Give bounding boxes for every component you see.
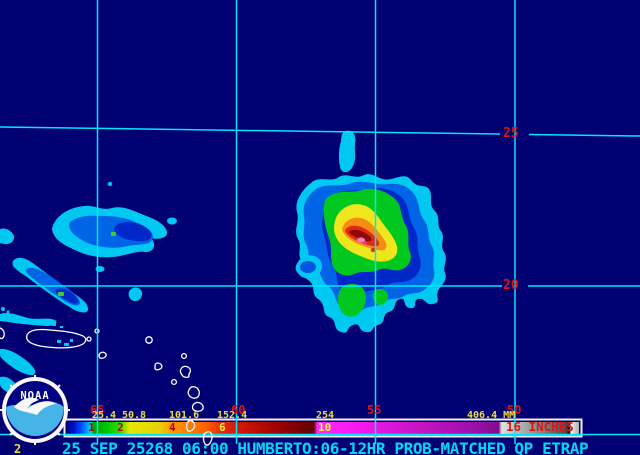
storm-dark-red	[348, 229, 372, 242]
noaa-logo: NOAA	[0, 375, 70, 445]
blob-left-lower-1	[0, 348, 36, 376]
lon-label-50: 50	[507, 403, 522, 417]
blob-speck-h	[107, 181, 113, 187]
storm-red-speck	[370, 247, 376, 253]
blob-west-detached-dot	[167, 217, 177, 225]
grid-layer	[0, 0, 640, 444]
precipitation-layer	[0, 130, 446, 395]
logo-noaa-text: NOAA	[20, 390, 49, 402]
blob-west-green-dot	[111, 232, 116, 236]
coast-island-stlucia	[202, 431, 213, 446]
storm-main-cyan	[338, 130, 356, 173]
lat-label-25: 25	[503, 126, 519, 141]
coast-left-edge	[0, 327, 5, 340]
coast-island-barbuda	[145, 336, 153, 344]
coast-island-antigua	[154, 362, 163, 371]
coast-island-dominica	[187, 386, 200, 399]
inch-label-10: 10	[318, 421, 332, 434]
coast-island-montserrat	[170, 378, 178, 386]
storm-pink-core	[357, 237, 365, 243]
lon-label-55: 55	[367, 403, 382, 417]
inch-label-1: 1	[88, 421, 95, 434]
blob-pr-speckles	[52, 323, 73, 346]
inch-label-2: 2	[117, 421, 124, 434]
coast-island-guadeloupe	[179, 365, 192, 379]
mm-label-254: 254	[316, 410, 335, 421]
lon-label-65: 65	[90, 403, 105, 417]
grid-lat-25-left	[0, 126, 501, 135]
grid-lat-25-right	[528, 133, 640, 137]
title-line: 25 SEP 25268 06:00 HUMBERTO:06-12HR PROB…	[62, 439, 589, 455]
mm-label-25-4: 25.4	[92, 410, 117, 421]
blob-sw-blue	[300, 261, 316, 273]
stray-char: 2	[14, 442, 22, 455]
lon-label-60: 60	[231, 403, 246, 417]
mm-label-406-4: 406.4 MM	[467, 410, 516, 421]
blob-speck-f	[128, 287, 143, 302]
storm-green-lower-1	[338, 283, 367, 317]
storm-green-lower-2	[372, 288, 389, 305]
coast-island-vi1	[86, 336, 92, 342]
blob-west-deep	[114, 222, 152, 242]
logo-seagull	[14, 397, 56, 415]
blob-left-edge-top	[0, 228, 15, 245]
coast-island-small	[180, 352, 188, 360]
blob-pr-north	[0, 312, 57, 326]
mm-label-152-4: 152.4	[217, 410, 248, 421]
blob-speck-c2	[6, 310, 10, 314]
inch-label-6: 6	[219, 421, 226, 434]
coast-puerto-rico	[25, 328, 87, 349]
inches-end-label: 16 INCHES	[506, 419, 574, 434]
storm-magenta-pixel	[363, 241, 367, 245]
coast-island-mid-bar	[185, 420, 196, 432]
coast-island-stmartin	[98, 351, 107, 359]
blob-cigar-green-dot	[58, 292, 64, 296]
coast-island-martinique	[191, 401, 204, 412]
inch-label-4: 4	[169, 421, 176, 434]
blob-speck-c1	[1, 307, 5, 311]
mm-label-50-8: 50.8	[122, 410, 147, 421]
mm-label-101-6: 101.6	[169, 410, 200, 421]
coastline-layer	[0, 327, 204, 412]
coastline-over-colorbar	[185, 420, 213, 446]
lat-label-20: 20	[503, 278, 519, 293]
